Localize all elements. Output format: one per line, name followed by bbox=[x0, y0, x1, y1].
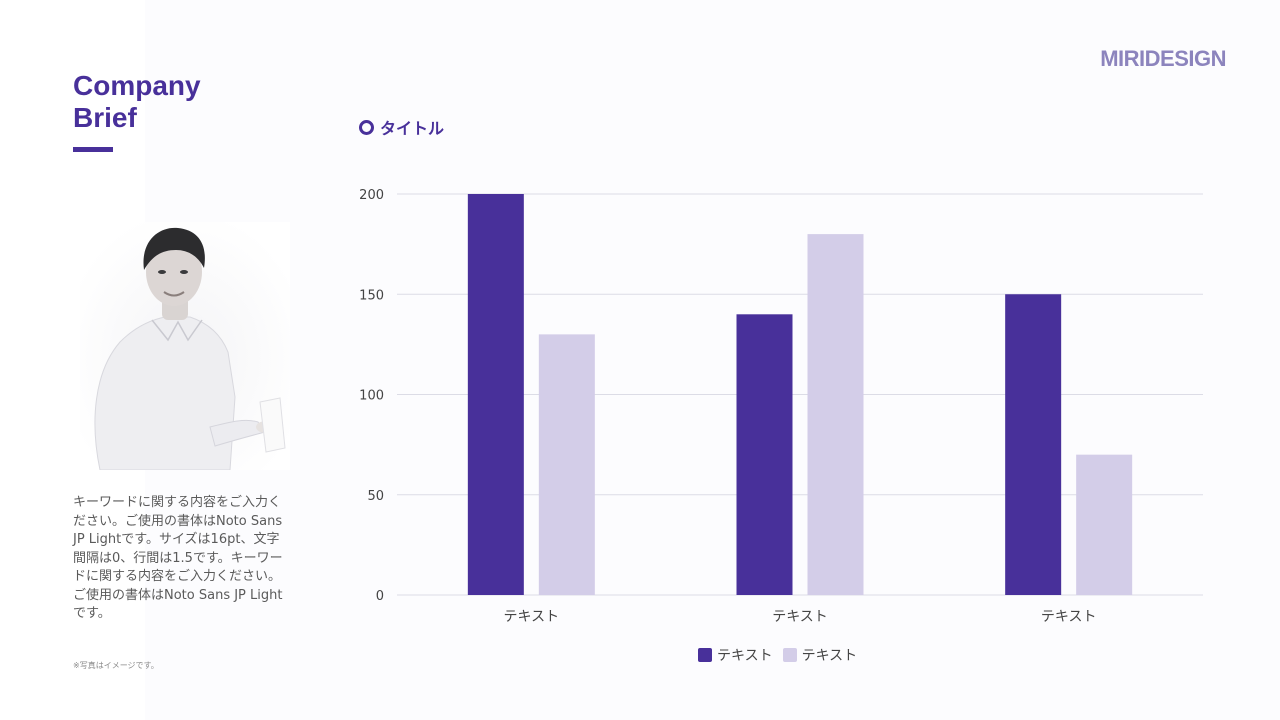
legend-swatch bbox=[698, 648, 712, 662]
legend-swatch bbox=[782, 648, 797, 662]
chart-legend: テキスト テキスト bbox=[698, 645, 857, 665]
description-text: キーワードに関する内容をご入力ください。ご使用の書体はNoto Sans JP … bbox=[73, 495, 283, 621]
y-tick-label: 50 bbox=[367, 489, 384, 504]
y-tick-label: 200 bbox=[359, 188, 384, 203]
bar-chart: 0 50 100 150 200 テキスト テキスト テキスト bbox=[359, 188, 1203, 625]
circle-bullet-icon bbox=[359, 119, 374, 135]
photo-note: ※写真はイメージです。 bbox=[73, 661, 159, 670]
page-title: Company Brief bbox=[73, 70, 201, 133]
chart-heading-text: タイトル bbox=[380, 119, 445, 138]
chart-heading: タイトル bbox=[359, 115, 444, 139]
y-tick-label: 0 bbox=[376, 589, 384, 604]
legend-label: テキスト bbox=[801, 648, 858, 664]
x-tick-label: テキスト bbox=[772, 609, 828, 625]
person-photo bbox=[80, 222, 290, 470]
x-tick-label: テキスト bbox=[504, 609, 560, 625]
title-accent-bar bbox=[73, 147, 113, 152]
legend-label: テキスト bbox=[717, 648, 773, 664]
bar bbox=[1005, 294, 1062, 595]
brand-logo: MIRIDESIGN bbox=[1100, 46, 1226, 71]
x-tick-label: テキスト bbox=[1041, 609, 1097, 625]
y-tick-label: 150 bbox=[359, 288, 384, 303]
bar bbox=[467, 194, 524, 595]
bar bbox=[807, 234, 864, 595]
bar bbox=[538, 334, 595, 595]
legend-item: テキスト bbox=[782, 645, 858, 665]
bar bbox=[736, 314, 793, 595]
bar bbox=[1076, 454, 1133, 595]
y-tick-label: 100 bbox=[359, 389, 384, 404]
legend-item: テキスト bbox=[698, 645, 773, 665]
chart-panel bbox=[145, 0, 1280, 720]
